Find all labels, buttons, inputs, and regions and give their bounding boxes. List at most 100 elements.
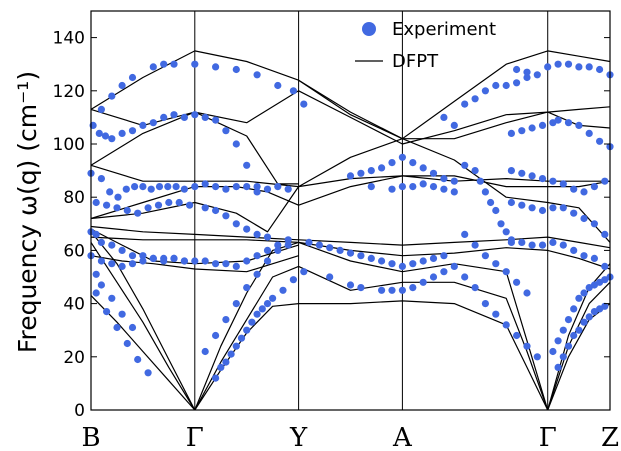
experiment-point: [108, 294, 116, 302]
experiment-point: [113, 204, 121, 212]
experiment-point: [409, 284, 417, 292]
experiment-point: [101, 132, 110, 140]
experiment-point: [367, 183, 375, 191]
experiment-point: [253, 183, 261, 191]
experiment-point: [274, 183, 282, 191]
y-tick-label: 100: [53, 135, 85, 155]
experiment-point: [284, 185, 292, 193]
experiment-point: [492, 310, 500, 318]
experiment-point: [212, 374, 220, 382]
experiment-point: [481, 252, 489, 260]
dfpt-branch: [90, 175, 611, 220]
experiment-point: [106, 188, 114, 196]
experiment-point: [409, 183, 417, 191]
experiment-point: [326, 244, 334, 252]
experiment-point: [388, 286, 396, 294]
x-tick-label: B: [81, 423, 100, 451]
experiment-point: [191, 257, 199, 265]
experiment-point: [580, 252, 588, 260]
experiment-point: [398, 262, 406, 270]
experiment-point: [580, 318, 588, 326]
experiment-point: [429, 169, 438, 177]
y-tick-label: 20: [63, 348, 85, 368]
experiment-point: [123, 206, 131, 215]
experiment-point: [585, 313, 593, 321]
experiment-point: [284, 236, 292, 244]
experiment-point: [450, 188, 458, 196]
experiment-point: [564, 60, 573, 68]
experiment-point: [139, 183, 147, 191]
experiment-point: [201, 180, 209, 188]
y-axis-label: Frequency ω(q) (cm⁻¹): [13, 71, 42, 353]
experiment-point: [114, 193, 122, 201]
experiment-point: [97, 105, 105, 113]
experiment-point: [134, 355, 142, 364]
experiment-point: [601, 262, 609, 270]
experiment-point: [357, 252, 365, 260]
experiment-point: [160, 257, 168, 265]
experiment-point: [217, 363, 225, 371]
experiment-point: [450, 121, 458, 129]
y-axis-ticks: 0 20 40 60 80 100 120 140: [53, 29, 610, 421]
experiment-point: [269, 294, 277, 302]
experiment-point: [97, 238, 105, 246]
experiment-point: [596, 137, 604, 145]
experiment-point: [243, 183, 251, 191]
experiment-point: [507, 167, 515, 175]
experiment-point: [559, 204, 567, 212]
experiment-point: [108, 260, 116, 268]
experiment-point: [367, 254, 375, 262]
experiment-point: [222, 212, 230, 220]
experiment-point: [538, 241, 547, 249]
experiment-point: [180, 185, 188, 193]
experiment-point: [346, 281, 355, 289]
experiment-point: [128, 127, 137, 135]
experiment-point: [191, 60, 199, 68]
experiment-point: [253, 188, 261, 196]
experiment-point: [279, 286, 287, 294]
experiment-point: [222, 185, 230, 193]
experiment-point: [118, 310, 126, 318]
experiment-point: [518, 127, 526, 135]
experiment-point: [461, 161, 469, 169]
experiment-point: [502, 228, 510, 236]
experiment-point: [149, 119, 157, 127]
experiment-point: [528, 124, 536, 132]
experiment-point: [538, 206, 547, 215]
experiment-point: [300, 268, 308, 276]
experiment-point: [461, 273, 469, 281]
experiment-point: [160, 60, 168, 68]
experiment-point: [502, 268, 510, 276]
experiment-point: [507, 129, 515, 137]
experiment-point: [533, 71, 541, 79]
experiment-point: [471, 284, 479, 292]
experiment-point: [315, 241, 323, 249]
experiment-point: [131, 183, 139, 191]
dfpt-lines: [90, 50, 611, 411]
experiment-point: [596, 65, 604, 74]
dfpt-branch: [90, 231, 196, 411]
experiment-point: [253, 270, 261, 278]
experiment-point: [274, 241, 282, 249]
experiment-point: [92, 289, 100, 297]
dfpt-branch: [547, 281, 611, 411]
experiment-point: [191, 111, 199, 119]
experiment-point: [155, 183, 164, 191]
legend: Experiment DFPT: [355, 19, 496, 72]
experiment-point: [419, 278, 427, 286]
legend-experiment-marker: [362, 22, 376, 36]
experiment-point: [253, 71, 261, 79]
experiment-point: [507, 236, 515, 244]
experiment-point: [336, 246, 344, 254]
experiment-point: [284, 241, 292, 249]
experiment-point: [580, 188, 588, 196]
experiment-point: [232, 140, 240, 148]
experiment-point: [564, 316, 573, 324]
experiment-point: [388, 185, 396, 193]
experiment-point: [471, 241, 479, 249]
experiment-point: [570, 185, 578, 193]
y-tick-label: 140: [53, 29, 85, 49]
experiment-point: [559, 180, 567, 188]
experiment-point: [564, 119, 573, 127]
experiment-point: [554, 337, 562, 345]
